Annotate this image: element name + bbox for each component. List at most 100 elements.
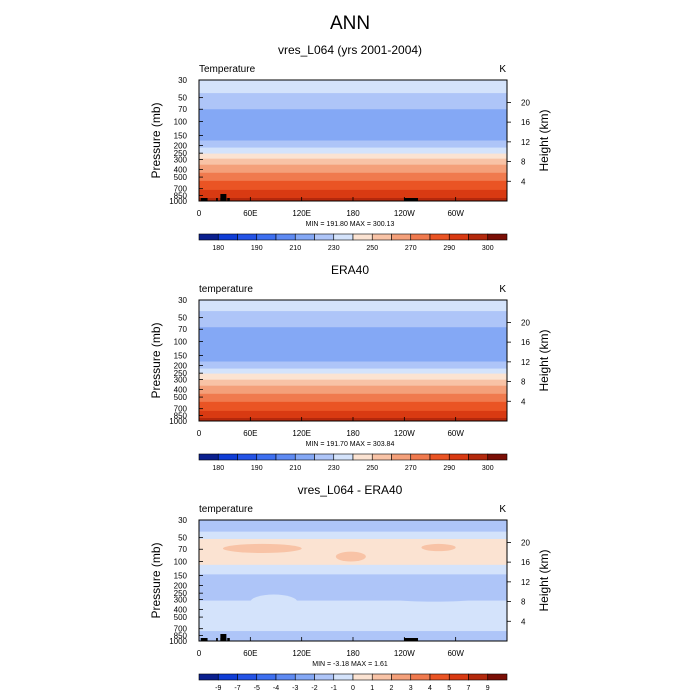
y-tick-label: 1000 [169,637,187,646]
contour-band [199,411,507,414]
chart-panel-1: vres_L064 (yrs 2001-2004) Temperature K 30 5… [149,43,551,252]
contour-feature [370,585,499,602]
right-y-tick-label: 12 [521,578,530,587]
contour-band [199,110,507,112]
topography [227,198,230,201]
contour-band [199,400,507,403]
y-tick-label: 100 [174,338,188,347]
y-tick-label: 30 [178,76,187,85]
colorbar-box [198,673,219,681]
x-tick-label: 60W [447,209,464,218]
contour-band [199,128,507,131]
colorbar-box [256,453,277,461]
contour-band [199,114,507,116]
min-max-stats: MIN = -3.18 MAX = 1.61 [312,661,388,668]
colorbar-box [352,453,373,461]
contour-band [199,391,507,394]
contour-band [199,408,507,411]
colorbar-label: 180 [212,245,224,252]
contour-band [199,355,507,358]
contour-band [199,363,507,366]
contour-band [199,396,507,399]
contour-band [199,146,507,149]
panel-title: ERA40 [331,263,369,277]
colorbar-box [217,673,238,681]
contour-field [199,520,507,641]
right-y-tick-label: 16 [521,338,530,347]
contour-band [199,189,507,192]
y-tick-label: 250 [174,369,188,378]
contour-band [199,104,507,106]
contour-feature [335,551,366,562]
contour-band [199,190,507,193]
right-y-axis-label: Height (km) [537,329,551,391]
contour-band [199,332,507,334]
x-tick-label: 120E [292,429,311,438]
y-tick-label: 1000 [169,417,187,426]
contour-field [199,300,507,421]
right-y-tick-label: 8 [521,598,526,607]
colorbar-box [448,453,469,461]
contour-band [199,166,507,169]
colorbar-label: 230 [328,465,340,472]
contour-band [199,181,507,184]
contour-band [199,311,507,313]
colorbar-box [391,453,412,461]
contour-band [199,81,507,83]
contour-band [199,132,507,135]
contour-band [199,124,507,126]
contour-band [199,381,507,384]
colorbar-label: 190 [251,465,263,472]
contour-band [199,131,507,134]
contour-band [199,142,507,145]
contour-band [199,326,507,328]
colorbar-box [333,233,354,241]
contour-band [199,154,507,157]
contour-band [199,140,507,143]
y-axis-label: Pressure (mb) [149,322,163,398]
contour-band [199,383,507,386]
colorbar-box [275,673,296,681]
units-label: K [499,284,506,295]
contour-band [199,389,507,392]
contour-band [199,531,507,540]
right-y-axis-label: Height (km) [537,549,551,611]
contour-band [199,403,507,406]
contour-band [199,354,507,357]
y-tick-label: 700 [174,625,188,634]
contour-band [199,136,507,139]
contour-band [199,320,507,322]
contour-band [199,564,507,575]
topography [227,638,230,641]
contour-field [199,80,507,201]
colorbar-label: 300 [482,465,494,472]
contour-band [199,370,507,373]
contour-band [199,631,507,641]
figure-title: ANN [329,13,371,34]
contour-band [199,138,507,141]
panel-title: vres_L064 (yrs 2001-2004) [278,43,422,57]
contour-band [199,80,507,82]
contour-band [199,137,507,140]
colorbar-box [468,453,489,461]
contour-band [199,360,507,363]
colorbar-label: 270 [405,465,417,472]
contour-band [199,165,507,168]
contour-band [199,336,507,338]
contour-band [199,167,507,170]
y-tick-label: 700 [174,185,188,194]
contour-feature [421,543,456,552]
topography [200,638,208,641]
contour-band [199,392,507,395]
contour-band [199,367,507,370]
x-tick-label: 0 [197,429,202,438]
y-tick-label: 400 [174,605,188,614]
right-y-tick-label: 4 [521,617,526,626]
contour-band [199,322,507,324]
colorbar-label: -7 [234,685,240,692]
contour-band [199,172,507,175]
colorbar-label: 290 [443,465,455,472]
contour-band [199,155,507,158]
colorbar-label: 290 [443,245,455,252]
contour-band [199,120,507,122]
